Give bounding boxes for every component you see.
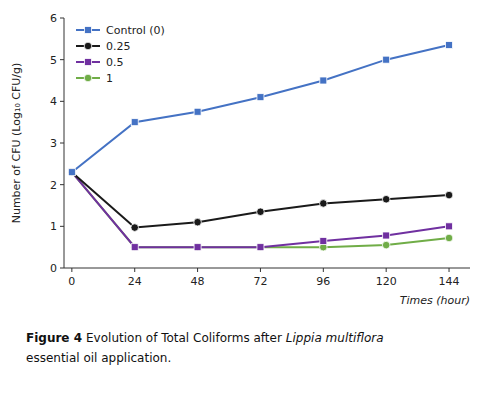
y-tick [60, 268, 64, 269]
legend-marker [84, 74, 92, 82]
data-point [382, 195, 390, 203]
data-point [257, 94, 264, 101]
legend-label: 1 [106, 72, 113, 85]
caption-part: essential oil application. [26, 351, 171, 365]
data-point [445, 234, 453, 242]
data-point [383, 232, 390, 239]
data-point [194, 218, 202, 226]
series [68, 168, 453, 231]
legend-marker [85, 27, 92, 34]
x-tick-label: 24 [128, 275, 142, 288]
caption: Figure 4 Evolution of Total Coliforms aft… [26, 331, 384, 345]
x-tick [134, 268, 135, 272]
data-point [68, 169, 75, 176]
x-tick-label: 144 [439, 275, 460, 288]
data-point [320, 77, 327, 84]
y-tick [60, 18, 64, 19]
data-point [257, 243, 265, 251]
data-point [320, 237, 327, 244]
x-axis-label: Times (hour) [400, 294, 470, 307]
y-tick-label: 4 [50, 95, 57, 108]
data-point [68, 168, 76, 176]
series [68, 168, 453, 251]
series-line [72, 172, 449, 227]
series [68, 169, 452, 251]
data-point [194, 108, 201, 115]
data-point [194, 244, 201, 251]
plot-area [68, 42, 453, 251]
caption-part: Figure 4 [26, 331, 82, 345]
data-point [131, 119, 138, 126]
y-tick-label: 2 [50, 179, 57, 192]
series-line [72, 45, 449, 172]
y-tick [60, 184, 64, 185]
x-tick-label: 0 [68, 275, 75, 288]
data-point [194, 243, 202, 251]
data-point [68, 169, 75, 176]
y-tick-label: 5 [50, 54, 57, 67]
data-point [257, 244, 264, 251]
chart: 0 24 48 72 96 120 144 0 1 2 3 4 5 6 Number of CFU (Log… [0, 0, 488, 417]
x-tick-label: 72 [253, 275, 267, 288]
legend: Control (0) 0.25 0.5 1 [76, 24, 165, 85]
legend-label: 0.5 [106, 56, 124, 69]
x-tick-label: 120 [376, 275, 397, 288]
series-line [72, 172, 449, 247]
data-point [383, 56, 390, 63]
x-tick-label: 48 [191, 275, 205, 288]
x-tick [71, 268, 72, 272]
legend-marker [84, 42, 92, 50]
data-point [257, 208, 265, 216]
caption-part: Evolution of Total Coliforms after [86, 331, 282, 345]
y-axis-label: Number of CFU (Log₁₀ CFU/g) [10, 63, 23, 224]
data-point [446, 42, 453, 49]
x-tick [323, 268, 324, 272]
legend-marker [85, 59, 92, 66]
data-point [68, 168, 76, 176]
data-point [131, 243, 139, 251]
x-tick [260, 268, 261, 272]
y-tick-label: 0 [50, 262, 57, 275]
axes: 0 24 48 72 96 120 144 0 1 2 3 4 5 6 [50, 12, 470, 288]
data-point [131, 224, 139, 232]
y-tick [60, 143, 64, 144]
data-point [446, 223, 453, 230]
data-point [320, 200, 328, 208]
x-axis-line [64, 268, 470, 269]
y-tick [60, 101, 64, 102]
x-tick [197, 268, 198, 272]
x-tick-label: 96 [316, 275, 330, 288]
series-line [72, 172, 449, 247]
y-tick-label: 3 [50, 137, 57, 150]
series [68, 42, 452, 176]
x-tick [449, 268, 450, 272]
data-point [445, 191, 453, 199]
caption-part: Lippia multiflora [286, 331, 384, 345]
x-tick [386, 268, 387, 272]
legend-label: Control (0) [106, 24, 165, 37]
y-tick-label: 6 [50, 12, 57, 25]
data-point [131, 244, 138, 251]
data-point [382, 241, 390, 249]
legend-label: 0.25 [106, 40, 131, 53]
y-tick [60, 59, 64, 60]
y-tick-label: 1 [50, 220, 57, 233]
y-tick [60, 226, 64, 227]
